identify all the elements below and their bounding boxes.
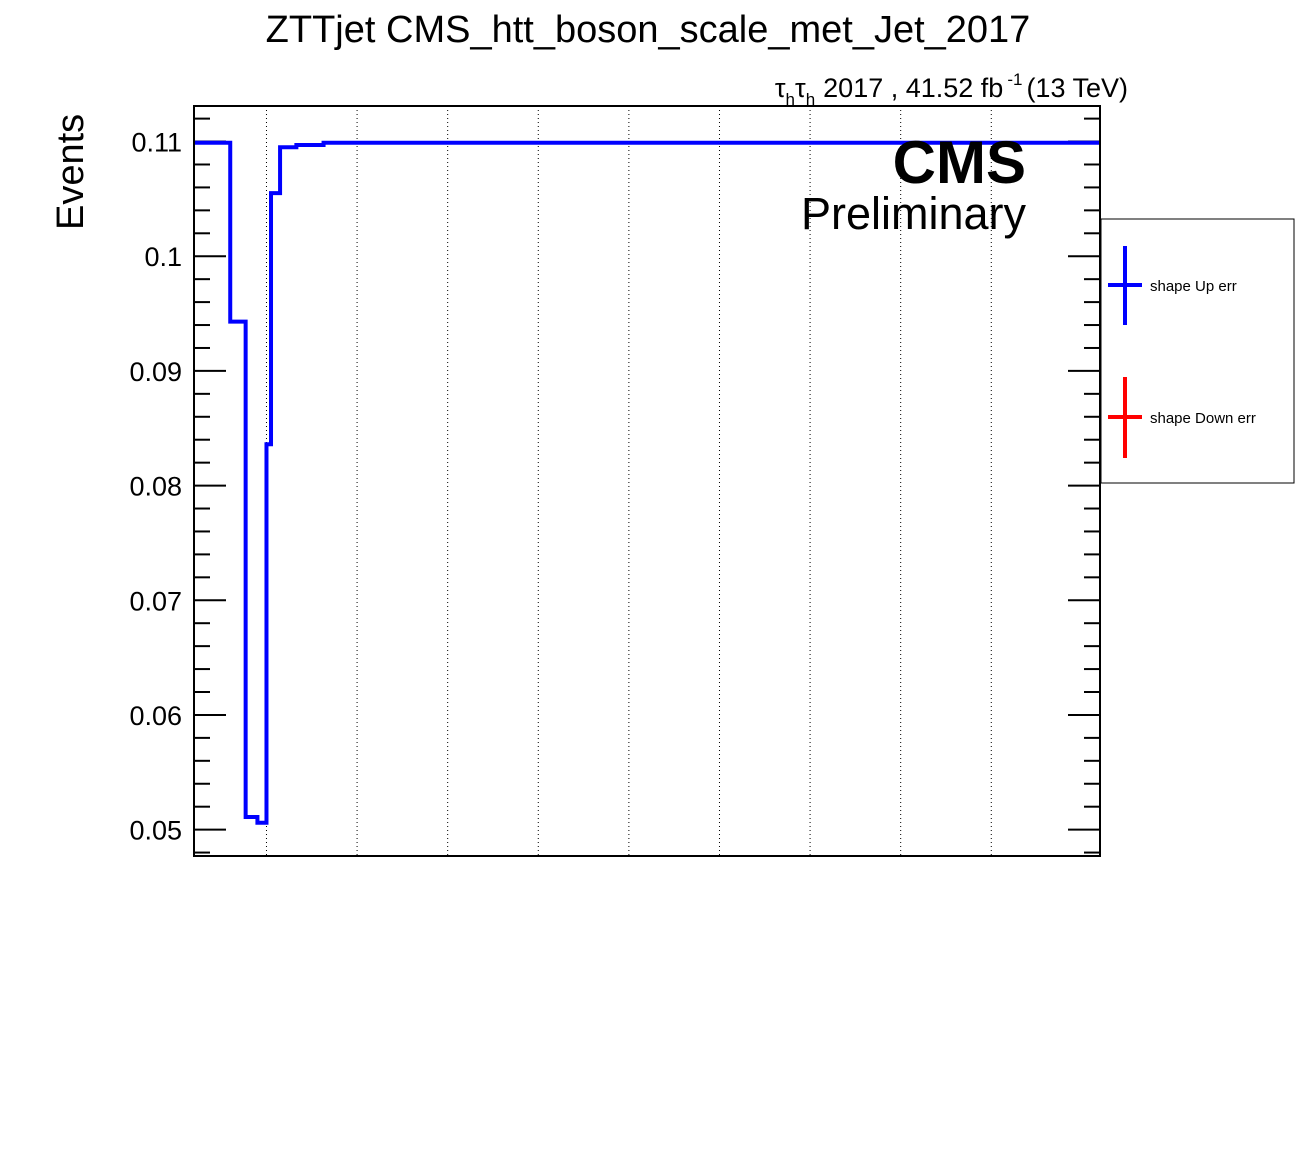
legend-entry-down: shape Down err xyxy=(1108,377,1256,458)
y-axis-label: Events xyxy=(50,114,92,230)
lumi-energy: (13 TeV) xyxy=(1026,73,1128,103)
series-line-shape-up-err xyxy=(194,140,1100,825)
preliminary-label: Preliminary xyxy=(801,188,1027,239)
lumi-text: 2017 , 41.52 fb xyxy=(823,73,1003,103)
y-tick-label: 0.1 xyxy=(144,242,182,272)
legend-box xyxy=(1100,218,1295,484)
lumi-superscript: -1 xyxy=(1007,70,1022,89)
chart-title: ZTTjet CMS_htt_boson_scale_met_Jet_2017 xyxy=(266,9,1031,51)
y-tick-label: 0.08 xyxy=(129,472,182,502)
legend-entry-up: shape Up err xyxy=(1108,246,1237,325)
series-group xyxy=(194,140,1100,825)
y-tick-label: 0.06 xyxy=(129,701,182,731)
y-tick-label: 0.11 xyxy=(131,128,182,158)
plot-frame xyxy=(193,105,1101,857)
lumi-channel-sub2: h xyxy=(806,90,815,109)
y-tick-label: 0.09 xyxy=(129,357,182,387)
y-tick-label: 0.07 xyxy=(129,586,182,616)
y-tick-label: 0.05 xyxy=(129,816,182,846)
cms-label: CMS xyxy=(893,129,1026,196)
lumi-channel-sub1: h xyxy=(786,90,795,109)
lumi-channel-tau1: τ xyxy=(775,73,786,103)
y-tick-labels: 0.05 0.06 0.07 0.08 0.09 0.1 0.11 xyxy=(129,128,182,846)
lumi-channel-tau2: τ xyxy=(795,73,806,103)
legend-label-up: shape Up err xyxy=(1150,278,1237,295)
legend-label-down: shape Down err xyxy=(1150,410,1256,427)
lumi-label: τhτh 2017 , 41.52 fb -1 (13 TeV) xyxy=(775,70,1128,109)
legend: shape Up err shape Down err xyxy=(1100,218,1295,484)
